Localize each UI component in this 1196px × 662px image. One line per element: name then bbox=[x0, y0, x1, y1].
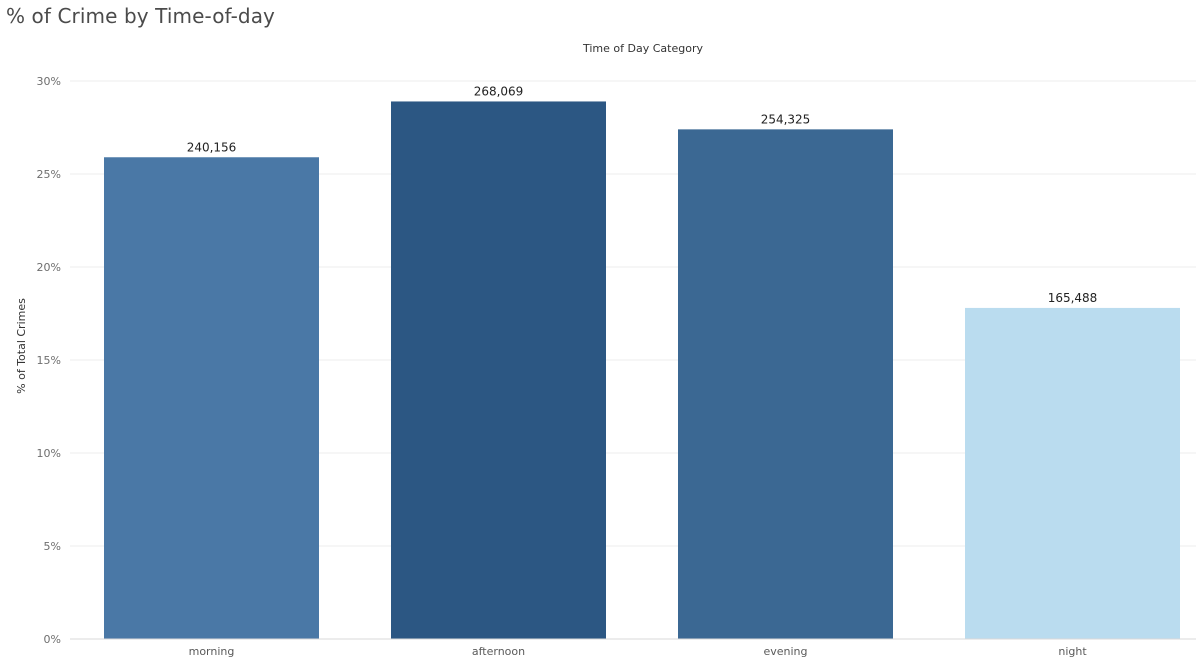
y-tick-label: 5% bbox=[44, 540, 61, 553]
x-axis-title: Time of Day Category bbox=[582, 42, 703, 55]
x-tick-label-evening: evening bbox=[763, 645, 807, 658]
bar-evening[interactable] bbox=[678, 129, 893, 640]
data-label-night: 165,488 bbox=[1048, 291, 1098, 305]
y-axis-title: % of Total Crimes bbox=[15, 298, 28, 394]
x-tick-label-morning: morning bbox=[189, 645, 235, 658]
y-tick-label: 25% bbox=[37, 168, 61, 181]
data-labels: 240,156 268,069 254,325 165,488 bbox=[187, 84, 1098, 304]
bar-morning[interactable] bbox=[104, 157, 319, 639]
data-label-afternoon: 268,069 bbox=[474, 84, 524, 98]
data-label-morning: 240,156 bbox=[187, 140, 237, 154]
bars bbox=[104, 101, 1180, 640]
y-tick-label: 15% bbox=[37, 354, 61, 367]
y-tick-label: 10% bbox=[37, 447, 61, 460]
data-label-evening: 254,325 bbox=[761, 112, 811, 126]
y-tick-label: 20% bbox=[37, 261, 61, 274]
x-tick-label-night: night bbox=[1058, 645, 1087, 658]
chart-title: % of Crime by Time-of-day bbox=[6, 4, 275, 28]
y-axis-ticks: 0% 5% 10% 15% 20% 25% 30% bbox=[37, 75, 61, 646]
bar-afternoon[interactable] bbox=[391, 101, 606, 639]
x-axis-tick-labels: morning afternoon evening night bbox=[189, 645, 1088, 658]
y-tick-label: 0% bbox=[44, 633, 61, 646]
bar-night[interactable] bbox=[965, 307, 1180, 639]
x-tick-label-afternoon: afternoon bbox=[472, 645, 525, 658]
y-tick-label: 30% bbox=[37, 75, 61, 88]
